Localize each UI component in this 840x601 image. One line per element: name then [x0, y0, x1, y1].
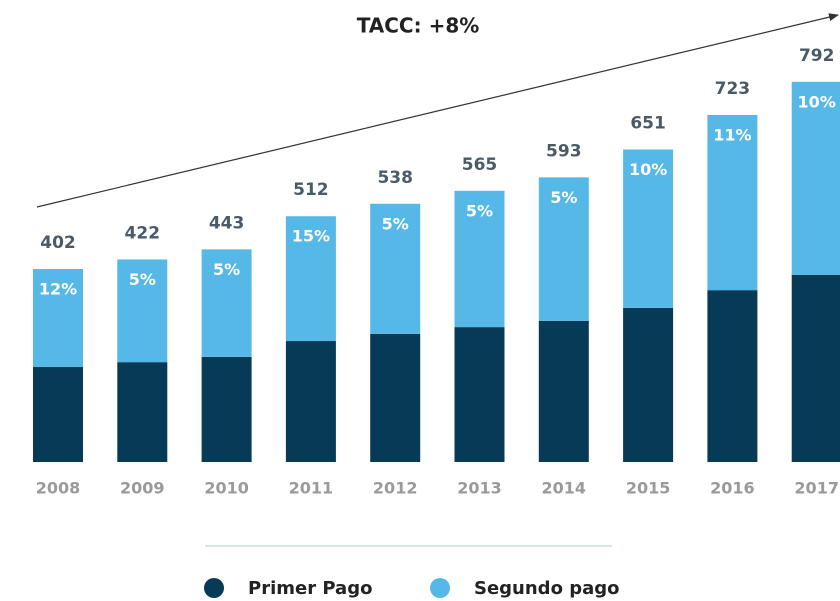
total-label: 512: [293, 180, 329, 200]
total-label: 792: [799, 46, 835, 66]
growth-label: 5%: [213, 260, 240, 279]
legend-marker: [430, 578, 450, 598]
growth-label: 11%: [713, 125, 751, 144]
bar-segment: [33, 366, 83, 462]
bar-segment: [33, 269, 83, 367]
bar-segment: [623, 307, 674, 462]
bar-segment: [117, 362, 168, 462]
x-tick-label: 2015: [626, 479, 671, 498]
bar-segment: [117, 259, 168, 363]
x-tick-label: 2014: [542, 479, 587, 498]
total-label: 402: [40, 233, 76, 253]
x-tick-label: 2011: [289, 479, 334, 498]
growth-label: 5%: [382, 214, 409, 233]
growth-label: 12%: [39, 280, 77, 299]
x-tick-label: 2010: [204, 479, 249, 498]
growth-label: 15%: [292, 227, 330, 246]
bar-segment: [623, 149, 674, 308]
bar-segment: [707, 114, 758, 291]
bar-segment: [201, 249, 252, 357]
chart-title: TACC: +8%: [357, 14, 480, 38]
bar-segment: [370, 203, 421, 334]
bar-segment: [285, 341, 336, 462]
x-tick-label: 2009: [120, 479, 165, 498]
bar-segment: [538, 177, 589, 321]
x-tick-label: 2012: [373, 479, 418, 498]
total-label: 565: [462, 155, 498, 175]
bar-segment: [791, 274, 840, 462]
bar-segment: [201, 356, 252, 462]
total-label: 443: [209, 213, 245, 233]
bar-segment: [538, 320, 589, 462]
x-tick-label: 2016: [710, 479, 755, 498]
bar-segment: [370, 333, 421, 462]
growth-label: 5%: [466, 201, 493, 220]
total-label: 422: [125, 223, 161, 243]
growth-label: 5%: [129, 270, 156, 289]
bar-segment: [454, 190, 505, 328]
legend-label: Segundo pago: [474, 578, 620, 599]
x-tick-label: 2013: [457, 479, 502, 498]
total-label: 723: [715, 79, 751, 99]
growth-label: 5%: [550, 188, 577, 207]
legend-marker: [204, 578, 224, 598]
total-label: 651: [630, 114, 666, 134]
growth-label: 10%: [629, 160, 667, 179]
total-label: 593: [546, 141, 582, 161]
bar-segment: [707, 290, 758, 462]
bar-segment: [454, 327, 505, 462]
trend-arrow: [36, 13, 839, 208]
total-label: 538: [377, 168, 413, 188]
legend-label: Primer Pago: [248, 578, 372, 599]
bar-segment: [285, 216, 336, 342]
growth-label: 10%: [798, 92, 836, 111]
x-tick-label: 2017: [794, 479, 839, 498]
bar-segment: [791, 81, 840, 275]
x-tick-label: 2008: [36, 479, 81, 498]
